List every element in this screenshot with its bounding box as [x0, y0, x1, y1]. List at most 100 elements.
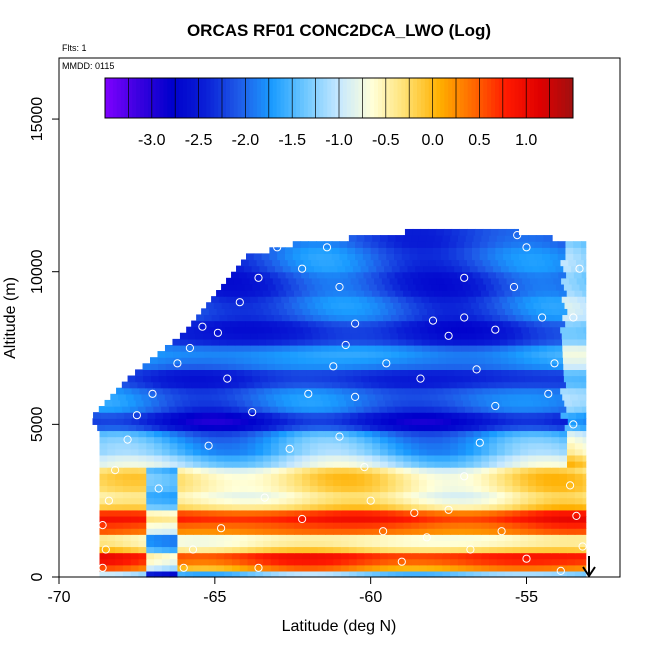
heatmap-cell: [130, 430, 140, 438]
heatmap-cell: [551, 479, 560, 487]
heatmap-cell: [492, 314, 501, 322]
heatmap-cell: [188, 344, 197, 352]
heatmap-cell: [411, 491, 420, 499]
heatmap-cell: [403, 235, 412, 242]
heatmap-cell: [256, 259, 265, 267]
heatmap-cell: [450, 534, 459, 541]
heatmap-cell: [185, 473, 194, 480]
flight-point: [578, 542, 587, 551]
heatmap-cell: [395, 473, 404, 480]
colorbar-swatch: [374, 78, 379, 118]
heatmap-cell: [347, 381, 357, 389]
heatmap-cell: [286, 491, 295, 499]
heatmap-cell: [504, 454, 514, 462]
heatmap-cell: [200, 515, 210, 523]
heatmap-cell: [239, 473, 249, 480]
heatmap-cell: [551, 515, 560, 523]
heatmap-cell: [364, 570, 373, 578]
heatmap-cell: [583, 387, 587, 395]
heatmap-cell: [489, 540, 498, 548]
heatmap-cell: [250, 332, 259, 340]
heatmap-cell: [302, 308, 311, 316]
heatmap-cell: [380, 558, 389, 566]
heatmap-cell: [202, 412, 211, 419]
heatmap-cell: [478, 399, 487, 407]
flight-point: [329, 362, 338, 371]
heatmap-cell: [434, 485, 443, 493]
heatmap-cell: [273, 338, 283, 346]
heatmap-cell: [270, 436, 280, 444]
heatmap-cell: [442, 491, 451, 499]
heatmap-cell: [443, 418, 452, 425]
colorbar-swatch: [467, 78, 473, 118]
heatmap-cell: [287, 259, 297, 267]
heatmap-cell: [520, 534, 529, 541]
heatmap-cell: [428, 277, 438, 285]
heatmap-cell: [146, 479, 155, 487]
heatmap-cell: [325, 436, 334, 444]
heatmap-cell: [247, 460, 256, 468]
heatmap-cell: [356, 460, 366, 468]
heatmap-cell: [582, 460, 587, 468]
heatmap-cell: [311, 259, 320, 267]
heatmap-cell: [373, 418, 382, 425]
heatmap-cell: [189, 363, 198, 370]
heatmap-cell: [473, 534, 482, 541]
heatmap-cell: [193, 467, 202, 474]
flight-point: [444, 331, 453, 340]
heatmap-cell: [512, 460, 521, 468]
heatmap-cell: [578, 265, 587, 273]
heatmap-cell: [452, 338, 462, 346]
heatmap-cell: [372, 473, 381, 480]
heatmap-cell: [429, 338, 438, 346]
heatmap-cell: [247, 528, 256, 535]
heatmap-cell: [574, 570, 584, 578]
heatmap-cell: [552, 326, 561, 334]
heatmap-cell: [484, 351, 494, 358]
heatmap-cell: [231, 491, 241, 499]
heatmap-cell: [504, 534, 514, 541]
heatmap-cell: [216, 515, 225, 523]
heatmap-cell: [426, 534, 436, 541]
heatmap-cell: [161, 509, 171, 517]
heatmap-cell: [567, 558, 576, 566]
colorbar-swatch: [319, 78, 324, 118]
heatmap-cell: [336, 314, 345, 322]
heatmap-cell: [130, 515, 140, 523]
heatmap-cell: [478, 302, 488, 309]
heatmap-cell: [309, 503, 319, 511]
heatmap-cell: [215, 406, 225, 413]
heatmap-cell: [338, 424, 348, 432]
flight-point: [173, 359, 182, 368]
heatmap-cell: [239, 540, 249, 548]
heatmap-cell: [562, 393, 571, 401]
heatmap-cell: [333, 522, 342, 529]
heatmap-cell: [380, 467, 389, 474]
heatmap-cell: [150, 363, 159, 370]
heatmap-cell: [107, 479, 116, 487]
heatmap-cell: [380, 430, 389, 438]
heatmap-cell: [231, 558, 241, 566]
heatmap-cell: [418, 552, 428, 560]
heatmap-cell: [356, 540, 366, 548]
heatmap-cell: [200, 540, 210, 548]
heatmap-cell: [408, 399, 417, 407]
heatmap-cell: [395, 515, 404, 523]
heatmap-cell: [302, 491, 311, 499]
heatmap-cell: [473, 558, 482, 566]
heatmap-cell: [567, 479, 576, 487]
heatmap-cell: [554, 393, 563, 401]
heatmap-cell: [333, 442, 342, 450]
heatmap-cell: [317, 570, 327, 578]
heatmap-cell: [207, 381, 216, 389]
heatmap-cell: [347, 253, 356, 261]
heatmap-cell: [169, 540, 179, 548]
heatmap-cell: [426, 540, 436, 548]
heatmap-cell: [346, 424, 355, 432]
heatmap-cell: [528, 308, 537, 316]
colorbar-swatch: [155, 78, 161, 118]
heatmap-cell: [463, 302, 472, 309]
heatmap-cell: [434, 290, 443, 297]
heatmap-cell: [517, 302, 527, 309]
heatmap-cell: [136, 424, 145, 432]
